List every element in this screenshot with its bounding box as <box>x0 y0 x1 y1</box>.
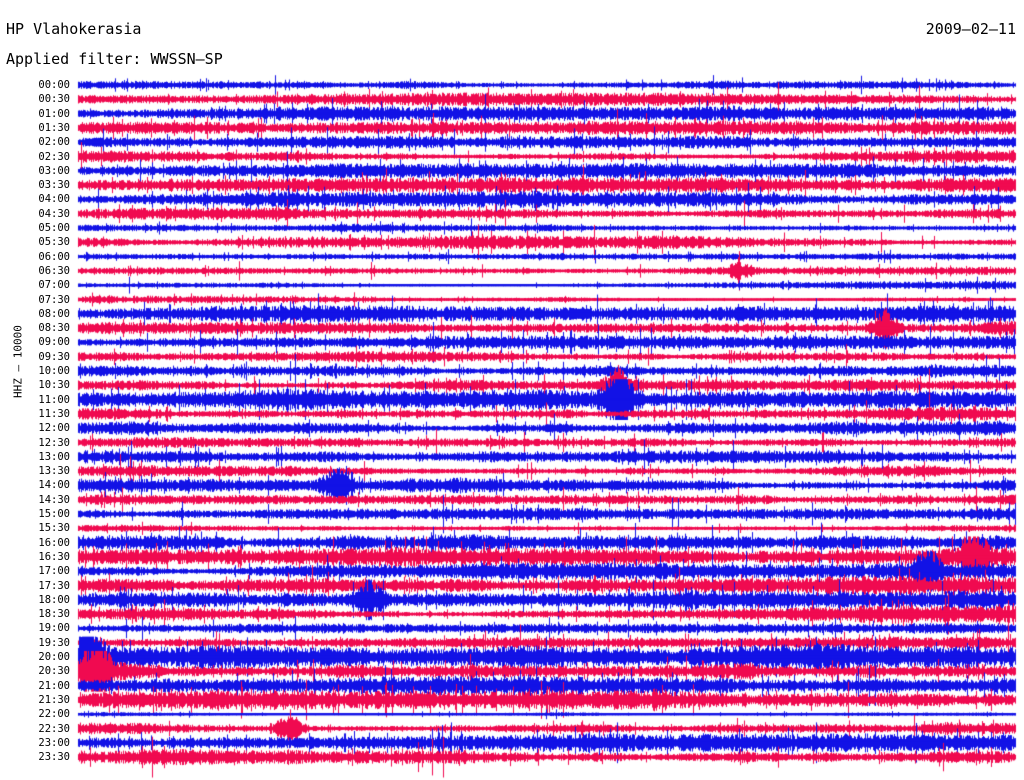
time-tick-0030: 00:30 <box>38 93 70 106</box>
time-tick-0430: 04:30 <box>38 207 70 220</box>
time-tick-1700: 17:00 <box>38 565 70 578</box>
time-tick-0500: 05:00 <box>38 222 70 234</box>
time-tick-0630: 06:30 <box>38 264 70 277</box>
time-tick-1630: 16:30 <box>38 550 70 563</box>
time-tick-1900: 19:00 <box>38 622 70 635</box>
time-tick-1100: 11:00 <box>38 393 70 406</box>
time-tick-1600: 16:00 <box>38 536 70 549</box>
time-tick-0000: 00:00 <box>38 79 70 91</box>
time-tick-1200: 12:00 <box>38 422 70 435</box>
time-tick-0300: 03:00 <box>38 164 70 177</box>
time-tick-2000: 20:00 <box>38 651 70 663</box>
time-tick-1030: 10:30 <box>38 379 70 392</box>
time-tick-2330: 23:30 <box>38 751 70 764</box>
time-tick-1530: 15:30 <box>38 522 70 535</box>
time-tick-1230: 12:30 <box>38 436 70 449</box>
time-tick-2230: 22:30 <box>38 722 70 735</box>
time-tick-1730: 17:30 <box>38 579 70 592</box>
time-tick-1500: 15:00 <box>38 508 70 520</box>
time-tick-2130: 21:30 <box>38 693 70 706</box>
time-tick-0930: 09:30 <box>38 350 70 363</box>
time-tick-0400: 04:00 <box>38 193 70 206</box>
time-tick-2100: 21:00 <box>38 679 70 692</box>
time-tick-0830: 08:30 <box>38 322 70 335</box>
record-date: 2009–02–11 <box>925 20 1016 38</box>
time-tick-1830: 18:30 <box>38 608 70 621</box>
time-tick-1330: 13:30 <box>38 465 70 478</box>
time-tick-1430: 14:30 <box>38 493 70 506</box>
time-tick-0200: 02:00 <box>38 136 70 149</box>
time-tick-1400: 14:00 <box>38 479 70 492</box>
time-tick-0530: 05:30 <box>38 236 70 249</box>
time-tick-2300: 23:00 <box>38 736 70 749</box>
time-tick-2200: 22:00 <box>38 708 70 721</box>
time-tick-1800: 18:00 <box>38 593 70 606</box>
station-name: HP Vlahokerasia <box>6 20 142 38</box>
time-tick-1300: 13:00 <box>38 450 70 463</box>
time-tick-0700: 07:00 <box>38 279 70 292</box>
time-tick-0800: 08:00 <box>38 307 70 320</box>
time-tick-0900: 09:00 <box>38 336 70 349</box>
time-tick-0130: 01:30 <box>38 121 70 134</box>
time-tick-0600: 06:00 <box>38 250 70 263</box>
time-tick-1130: 11:30 <box>38 407 70 420</box>
time-tick-1930: 19:30 <box>38 636 70 649</box>
time-tick-0230: 02:30 <box>38 150 70 163</box>
applied-filter-label: Applied filter: WWSSN–SP <box>6 50 223 68</box>
time-tick-1000: 10:00 <box>38 365 70 377</box>
time-tick-2030: 20:30 <box>38 665 70 678</box>
time-tick-0730: 07:30 <box>38 293 70 306</box>
time-tick-0330: 03:30 <box>38 179 70 192</box>
time-tick-0100: 01:00 <box>38 107 70 120</box>
time-axis: 00:00 00:30 01:00 01:30 02:00 02:30 03:00 03:30… <box>0 0 78 780</box>
